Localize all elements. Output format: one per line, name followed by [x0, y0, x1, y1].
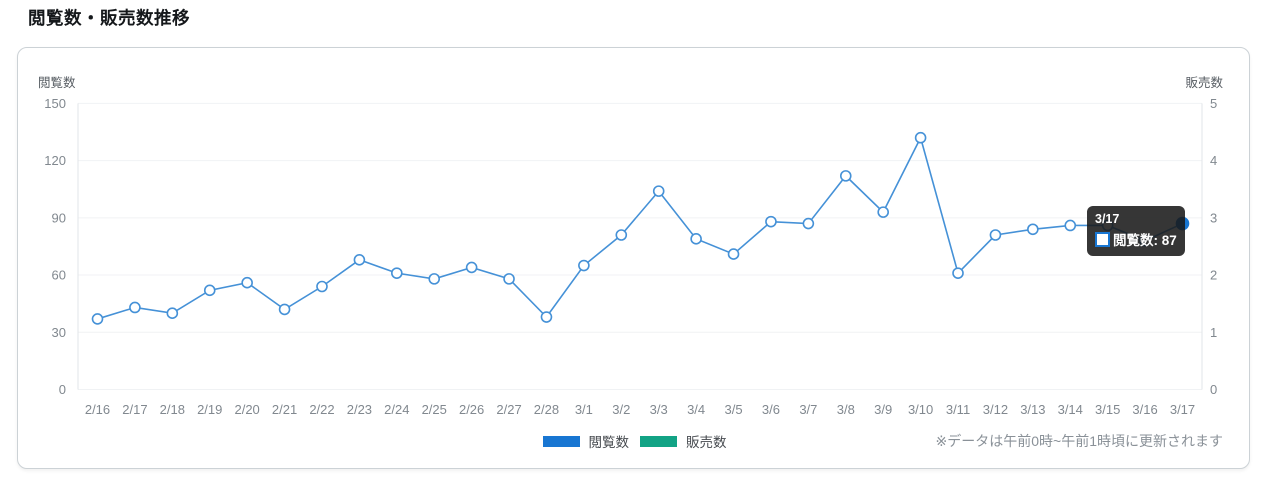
data-point-2/28[interactable]: [540, 311, 553, 323]
x-axis-label-2/27: 2/27: [496, 402, 521, 417]
legend-item-views[interactable]: 閲覧数: [542, 431, 630, 451]
data-point-2/17[interactable]: [129, 301, 141, 314]
x-axis-label-3/1: 3/1: [575, 402, 593, 417]
data-point-2/23[interactable]: [353, 254, 366, 266]
x-axis-label-2/25: 2/25: [422, 402, 447, 417]
data-point-3/1[interactable]: [578, 259, 590, 272]
left-axis-tick: 30: [52, 325, 66, 340]
x-axis-label-3/13: 3/13: [1020, 402, 1045, 417]
data-point-2/25[interactable]: [428, 273, 441, 285]
right-axis-tick: 4: [1210, 153, 1217, 168]
x-axis-label-2/28: 2/28: [534, 402, 559, 417]
x-axis-label-3/12: 3/12: [983, 402, 1008, 417]
right-axis-title: 販売数: [1185, 76, 1223, 90]
x-axis-label-2/22: 2/22: [309, 402, 334, 417]
data-point-3/8[interactable]: [839, 170, 852, 182]
tooltip-series-swatch: [1095, 231, 1110, 247]
views-legend-label: 閲覧数: [588, 435, 630, 450]
x-axis-label-3/5: 3/5: [724, 402, 742, 417]
x-axis-label-3/2: 3/2: [612, 402, 630, 417]
chart-tooltip: 3/17 閲覧数: 87: [1087, 206, 1185, 256]
x-axis-label-2/16: 2/16: [85, 402, 110, 417]
views-legend-swatch: [542, 435, 580, 447]
data-point-2/19[interactable]: [203, 284, 216, 297]
data-point-3/4[interactable]: [690, 233, 702, 245]
x-axis-label-3/11: 3/11: [946, 402, 970, 417]
update-note: ※データは午前0時~午前1時頃に更新されます: [935, 433, 1223, 449]
data-point-2/16[interactable]: [91, 313, 104, 325]
right-axis-tick: 3: [1210, 210, 1217, 225]
data-point-3/10[interactable]: [914, 131, 927, 144]
x-axis-label-2/26: 2/26: [459, 402, 484, 417]
sales-legend-swatch: [640, 435, 677, 447]
data-point-3/3[interactable]: [652, 185, 665, 197]
x-axis-label-2/24: 2/24: [384, 402, 409, 417]
data-point-2/18[interactable]: [166, 307, 179, 320]
right-axis-tick: 1: [1210, 325, 1217, 340]
x-axis-label-3/14: 3/14: [1058, 402, 1083, 417]
right-axis-tick: 2: [1210, 268, 1217, 283]
left-axis-tick: 150: [44, 96, 66, 111]
data-point-3/2[interactable]: [615, 229, 628, 241]
data-point-3/11[interactable]: [952, 267, 964, 279]
x-axis-label-3/16: 3/16: [1132, 402, 1157, 417]
page-title: 閲覧数・販売数推移: [28, 8, 190, 28]
x-axis-label-3/8: 3/8: [837, 402, 855, 417]
x-axis-label-2/17: 2/17: [122, 402, 147, 417]
data-point-3/14[interactable]: [1064, 219, 1077, 232]
x-axis-label-2/19: 2/19: [197, 402, 222, 417]
x-axis-label-3/10: 3/10: [908, 402, 933, 417]
data-point-3/9[interactable]: [877, 206, 889, 218]
x-axis-label-3/7: 3/7: [799, 402, 817, 417]
data-point-2/24[interactable]: [391, 267, 403, 279]
data-point-3/7[interactable]: [802, 217, 815, 230]
left-axis-tick: 90: [52, 210, 66, 225]
x-axis-label-2/20: 2/20: [234, 402, 259, 417]
data-point-3/5[interactable]: [727, 248, 740, 260]
data-point-3/12[interactable]: [989, 229, 1002, 241]
sales-legend-label: 販売数: [686, 435, 727, 450]
data-point-2/20[interactable]: [241, 276, 253, 289]
x-axis-label-3/6: 3/6: [762, 402, 780, 417]
data-point-2/26[interactable]: [465, 261, 478, 274]
x-axis-label-2/23: 2/23: [347, 402, 372, 417]
x-axis-label-3/3: 3/3: [650, 402, 668, 417]
series-line-閲覧数: [97, 135, 1183, 320]
x-axis-label-3/15: 3/15: [1095, 402, 1120, 417]
tooltip-row: 閲覧数: 87: [1095, 229, 1177, 249]
chart-legend: 閲覧数 販売数: [0, 431, 1269, 451]
left-axis-tick: 0: [59, 382, 66, 397]
chart-panel: [17, 47, 1250, 469]
data-point-2/22[interactable]: [316, 280, 328, 293]
x-axis-label-2/21: 2/21: [272, 402, 297, 417]
data-point-2/21[interactable]: [278, 303, 291, 316]
tooltip-value-text: 閲覧数: 87: [1113, 233, 1177, 248]
x-axis-label-3/17: 3/17: [1170, 402, 1195, 417]
left-axis-tick: 60: [52, 268, 66, 283]
right-axis-tick: 5: [1210, 96, 1217, 111]
x-axis-label-3/9: 3/9: [874, 402, 892, 417]
data-point-3/13[interactable]: [1027, 223, 1039, 236]
tooltip-date: 3/17: [1095, 212, 1120, 226]
data-point-3/6[interactable]: [765, 215, 777, 228]
legend-item-sales[interactable]: 販売数: [640, 431, 727, 451]
x-axis-label-3/4: 3/4: [687, 402, 705, 417]
left-axis-tick: 120: [44, 153, 66, 168]
data-point-2/27[interactable]: [503, 273, 515, 285]
right-axis-tick: 0: [1210, 382, 1217, 397]
left-axis-title: 閲覧数: [38, 76, 76, 90]
x-axis-label-2/18: 2/18: [160, 402, 185, 417]
